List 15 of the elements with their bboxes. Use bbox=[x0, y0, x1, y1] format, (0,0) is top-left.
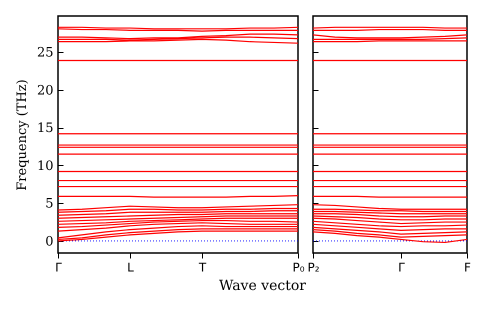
y-tick-label: 20 bbox=[36, 83, 54, 98]
y-tick-label: 0 bbox=[45, 234, 54, 250]
x-axis-title: Wave vector bbox=[218, 278, 307, 294]
y-tick-label: 15 bbox=[36, 121, 54, 136]
y-tick-label: 10 bbox=[36, 158, 54, 174]
y-tick-label: 5 bbox=[45, 196, 54, 212]
x-tick-label: F bbox=[464, 260, 472, 274]
x-tick-label: L bbox=[127, 260, 134, 274]
y-axis-title: Frequency (THz) bbox=[14, 79, 30, 191]
x-tick-label: P₂ bbox=[307, 260, 320, 274]
y-tick-label: 25 bbox=[36, 46, 54, 61]
x-tick-label: Γ bbox=[398, 260, 406, 274]
x-tick-label: T bbox=[198, 260, 207, 274]
x-tick-label: P₀ bbox=[292, 260, 305, 274]
x-tick-label: Γ bbox=[55, 260, 62, 274]
